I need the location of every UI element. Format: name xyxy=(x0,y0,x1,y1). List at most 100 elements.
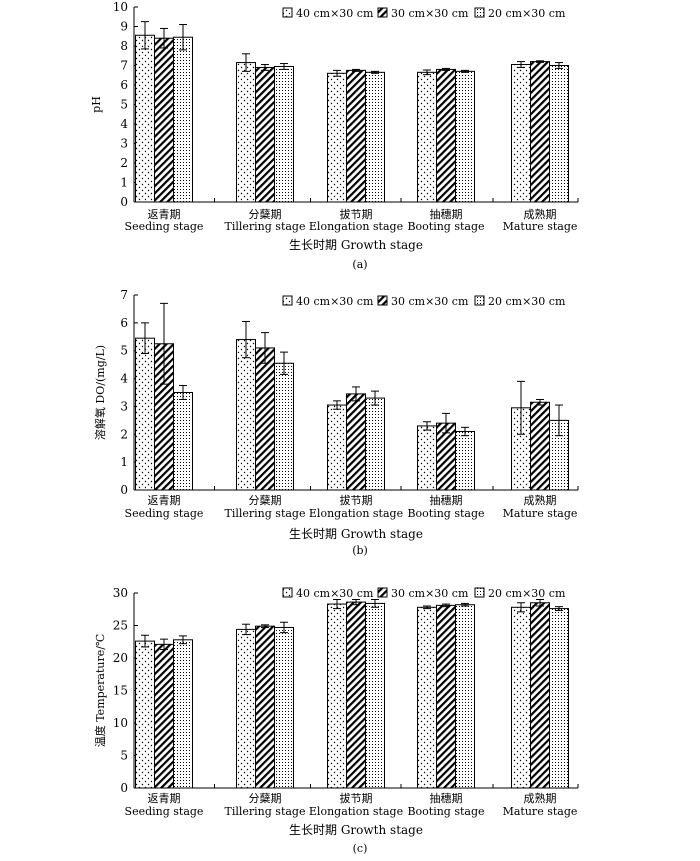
category-label-en: Booting stage xyxy=(407,805,484,818)
legend-label: 20 cm×30 cm xyxy=(488,587,566,600)
y-tick-label: 7 xyxy=(120,59,128,73)
error-bar xyxy=(179,635,187,645)
error-bar xyxy=(442,603,450,608)
y-tick-label: 30 xyxy=(113,586,128,600)
y-axis-title: 溶解氧 DO/(mg/L) xyxy=(93,345,107,440)
error-bar xyxy=(280,621,288,634)
bar xyxy=(365,602,385,789)
error-bar xyxy=(261,64,269,71)
legend-label: 30 cm×30 cm xyxy=(391,7,469,20)
error-bar xyxy=(517,61,525,68)
error-bar xyxy=(242,320,250,359)
y-tick-label: 6 xyxy=(120,78,128,92)
error-bar xyxy=(352,599,360,606)
bar xyxy=(327,72,347,203)
x-axis-title: 生长时期 Growth stage xyxy=(289,823,423,837)
y-tick-label: 25 xyxy=(113,619,128,633)
panel-label: (b) xyxy=(352,544,368,557)
y-tick-label: 0 xyxy=(120,483,128,497)
error-bar xyxy=(160,27,168,49)
category-label-cn: 拔节期 xyxy=(340,493,373,507)
category-label-en: Mature stage xyxy=(503,220,578,233)
bar xyxy=(135,640,155,789)
error-bar xyxy=(536,398,544,406)
error-bar xyxy=(242,53,250,72)
category-label-cn: 拔节期 xyxy=(340,207,373,221)
error-bar xyxy=(333,599,341,610)
bar xyxy=(417,425,437,491)
bar xyxy=(274,362,294,491)
bar xyxy=(549,608,569,789)
legend-swatch xyxy=(282,7,293,18)
legend: 40 cm×30 cm 30 cm×30 cm 20 cm×30 cm xyxy=(282,587,566,600)
error-bar xyxy=(517,380,525,435)
y-tick-label: 2 xyxy=(120,156,128,170)
x-axis-title: 生长时期 Growth stage xyxy=(289,527,423,541)
bar xyxy=(417,71,437,203)
error-bar xyxy=(141,21,149,50)
y-tick-label: 9 xyxy=(120,20,128,34)
error-bar xyxy=(423,605,431,610)
bar xyxy=(135,34,155,203)
y-tick-label: 5 xyxy=(120,749,128,763)
category-label-cn: 分蘖期 xyxy=(249,791,282,805)
bar xyxy=(511,64,531,203)
error-bar xyxy=(371,390,379,406)
legend-label: 40 cm×30 cm xyxy=(296,7,374,20)
y-tick-label: 0 xyxy=(120,781,128,795)
y-tick-label: 3 xyxy=(120,399,128,413)
y-tick-label: 4 xyxy=(120,117,128,131)
bar xyxy=(346,393,366,491)
error-bar xyxy=(352,386,360,402)
y-tick-label: 0 xyxy=(120,195,128,209)
error-bar xyxy=(371,70,379,74)
category-label-en: Elongation stage xyxy=(309,220,403,233)
bar xyxy=(154,643,174,789)
category-label-en: Tillering stage xyxy=(225,507,306,520)
bar xyxy=(255,625,275,789)
error-bar xyxy=(160,302,168,385)
category-label-cn: 返青期 xyxy=(148,494,181,507)
bar xyxy=(274,65,294,203)
bar xyxy=(135,337,155,491)
error-bar xyxy=(517,602,525,613)
bar xyxy=(173,639,193,789)
y-tick-label: 3 xyxy=(120,137,128,151)
bar xyxy=(173,36,193,203)
error-bar xyxy=(261,332,269,364)
category-label-en: Seeding stage xyxy=(125,805,204,818)
y-axis-title: pH xyxy=(90,96,103,113)
legend-label: 20 cm×30 cm xyxy=(488,7,566,20)
error-bar xyxy=(261,624,269,628)
legend-swatch xyxy=(282,587,293,598)
error-bar xyxy=(141,322,149,354)
error-bar xyxy=(333,400,341,410)
legend-swatch xyxy=(474,295,485,306)
y-tick-label: 1 xyxy=(120,176,128,190)
category-label-cn: 拔节期 xyxy=(340,791,373,805)
legend-label: 20 cm×30 cm xyxy=(488,295,566,308)
y-tick-label: 10 xyxy=(113,0,128,14)
category-label-cn: 成熟期 xyxy=(524,791,557,805)
legend-label: 40 cm×30 cm xyxy=(296,587,374,600)
error-bar xyxy=(371,599,379,608)
bar xyxy=(346,69,366,203)
error-bar xyxy=(280,63,288,70)
y-tick-label: 8 xyxy=(120,39,128,53)
bar xyxy=(327,404,347,491)
category-label-en: Seeding stage xyxy=(125,507,204,520)
y-tick-label: 6 xyxy=(120,316,128,330)
y-tick-label: 5 xyxy=(120,344,128,358)
error-bar xyxy=(423,69,431,76)
category-label-en: Tillering stage xyxy=(225,805,306,818)
bar xyxy=(436,604,456,789)
y-tick-label: 2 xyxy=(120,427,128,441)
error-bar xyxy=(333,69,341,77)
error-bar xyxy=(555,62,563,69)
y-tick-label: 10 xyxy=(113,716,128,730)
category-label-cn: 返青期 xyxy=(148,792,181,805)
category-label-en: Booting stage xyxy=(407,220,484,233)
